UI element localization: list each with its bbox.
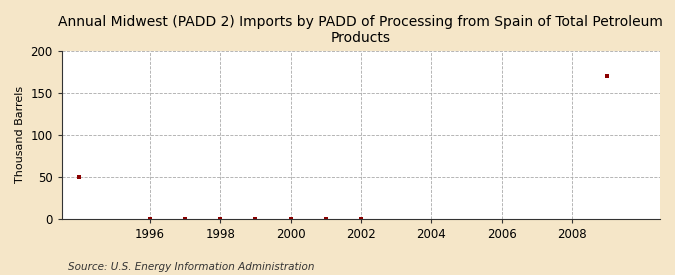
- Y-axis label: Thousand Barrels: Thousand Barrels: [15, 86, 25, 183]
- Title: Annual Midwest (PADD 2) Imports by PADD of Processing from Spain of Total Petrol: Annual Midwest (PADD 2) Imports by PADD …: [59, 15, 664, 45]
- Text: Source: U.S. Energy Information Administration: Source: U.S. Energy Information Administ…: [68, 262, 314, 271]
